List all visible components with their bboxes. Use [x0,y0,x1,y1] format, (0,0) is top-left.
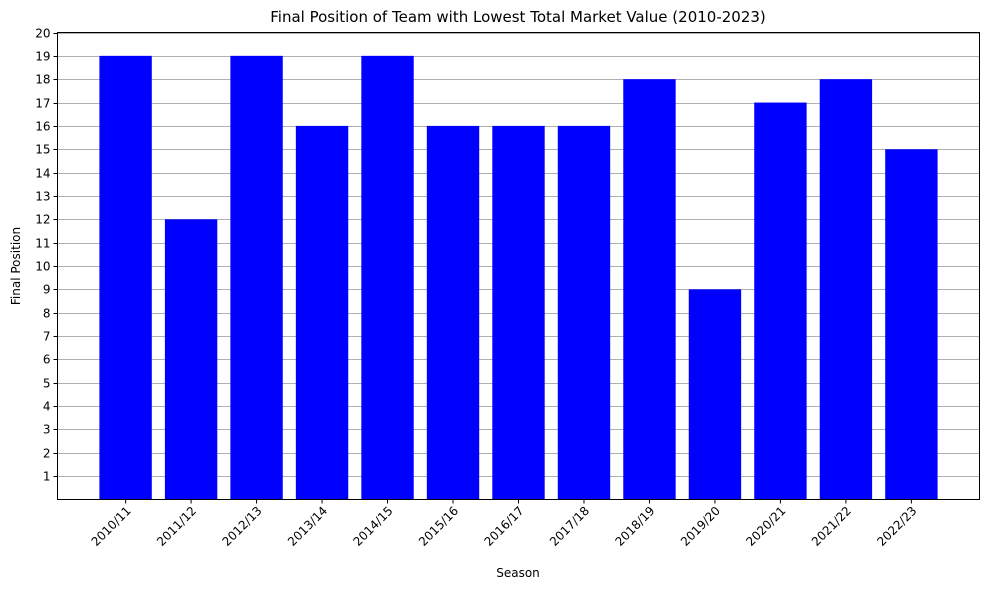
bar-2018-19 [623,79,676,500]
x-tick-label: 2018/19 [612,504,657,549]
x-tick-label: 2015/16 [416,504,461,549]
bar-2021-22 [819,79,873,500]
bar-2022-23 [885,149,938,500]
y-tick-label: 17 [35,97,50,111]
x-tick-label: 2014/15 [351,504,396,549]
x-tick-label: 2011/12 [154,504,199,549]
y-tick-label: 5 [43,377,51,391]
y-tick-label: 19 [35,50,50,64]
y-tick-label: 12 [35,213,50,227]
y-tick-label: 13 [35,190,50,204]
y-tick-label: 20 [35,27,50,41]
y-tick-label: 16 [35,120,50,134]
y-tick-label: 18 [35,73,50,87]
bar-2013-14 [295,125,349,500]
x-axis-label: Season [496,566,540,580]
bar-2014-15 [361,55,414,500]
bar-2020-21 [754,102,807,500]
y-tick-label: 7 [43,330,51,344]
y-tick-label: 6 [43,353,51,367]
x-tick-label: 2019/20 [678,504,723,549]
x-tick-label: 2013/14 [285,504,330,549]
x-tick-label: 2022/23 [874,504,919,549]
bars [99,55,938,500]
bar-2015-16 [426,125,480,500]
bar-2019-20 [688,289,742,500]
y-tick-label: 15 [35,143,50,157]
bar-2012-13 [230,55,283,500]
x-tick-label: 2010/11 [89,504,134,549]
x-tick-label: 2016/17 [481,504,526,549]
y-tick-label: 1 [43,470,51,484]
chart-title: Final Position of Team with Lowest Total… [270,8,766,26]
y-tick-label: 4 [43,400,51,414]
y-axis-label: Final Position [9,227,23,305]
x-tick-label: 2020/21 [743,504,788,549]
x-tick-label: 2012/13 [220,504,265,549]
y-tick-label: 2 [43,447,51,461]
y-tick-label: 11 [35,237,50,251]
bar-2010-11 [99,55,152,500]
y-tick-label: 8 [43,307,51,321]
bar-2017-18 [557,125,611,500]
y-tick-label: 3 [43,423,51,437]
y-tick-label: 14 [35,167,50,181]
bar-2016-17 [492,125,545,500]
bar-2011-12 [164,219,218,500]
y-tick-label: 9 [43,283,51,297]
x-tick-label: 2017/18 [547,504,592,549]
x-tick-label: 2021/22 [809,504,854,549]
y-tick-label: 10 [35,260,50,274]
x-axis: 2010/11 2011/12 2012/13 2013/14 2014/15 2015/… [89,499,920,549]
